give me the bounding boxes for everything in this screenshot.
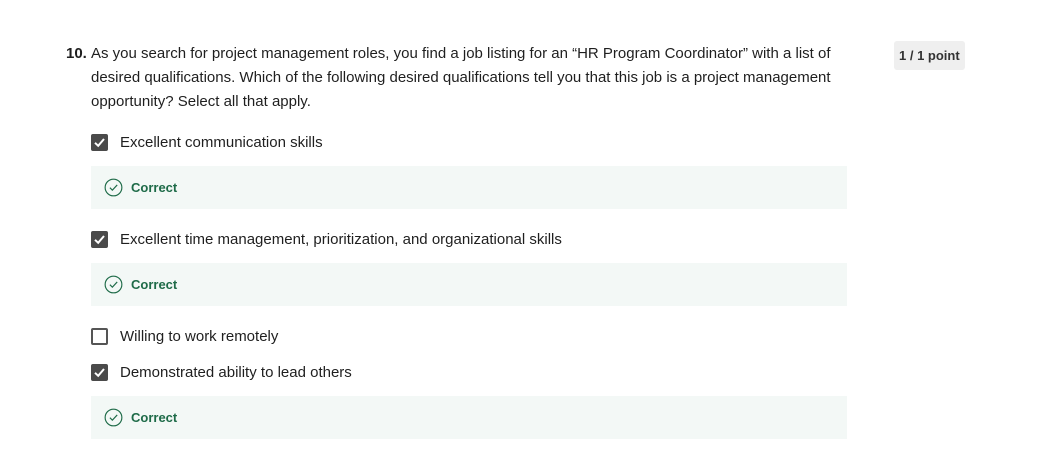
question-text: As you search for project management rol… — [91, 45, 831, 110]
score-badge: 1 / 1 point — [894, 41, 965, 70]
option-work-remotely[interactable]: Willing to work remotely — [91, 324, 847, 348]
check-circle-icon — [104, 178, 123, 197]
feedback-correct: Correct — [91, 166, 847, 209]
check-icon — [94, 137, 105, 147]
feedback-text: Correct — [131, 410, 178, 425]
option-lead-others[interactable]: Demonstrated ability to lead others — [91, 360, 847, 384]
checkbox-lead-others[interactable] — [91, 363, 108, 381]
feedback-text: Correct — [131, 180, 178, 195]
option-communication-skills[interactable]: Excellent communication skills — [91, 130, 847, 154]
check-icon — [94, 234, 105, 244]
question-number: 10. — [66, 45, 87, 62]
check-icon — [94, 367, 105, 377]
option-time-management[interactable]: Excellent time management, prioritizatio… — [91, 227, 847, 251]
options-list: Excellent communication skills Correct E… — [91, 130, 847, 439]
feedback-correct: Correct — [91, 263, 847, 306]
checkbox-communication-skills[interactable] — [91, 133, 108, 151]
question-header: 10. As you search for project management… — [66, 42, 856, 114]
feedback-correct: Correct — [91, 396, 847, 439]
option-label: Willing to work remotely — [120, 327, 279, 345]
check-circle-icon — [104, 275, 123, 294]
checkbox-work-remotely[interactable] — [91, 327, 108, 345]
option-label: Demonstrated ability to lead others — [120, 363, 352, 381]
feedback-text: Correct — [131, 277, 178, 292]
option-label: Excellent time management, prioritizatio… — [120, 230, 562, 248]
check-circle-icon — [104, 408, 123, 427]
option-label: Excellent communication skills — [120, 133, 323, 151]
checkbox-time-management[interactable] — [91, 230, 108, 248]
question-block: 10. As you search for project management… — [66, 42, 856, 114]
